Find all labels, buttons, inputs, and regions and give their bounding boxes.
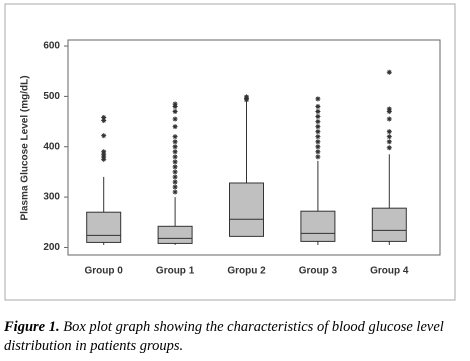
outlier [386,116,392,122]
outlier [172,164,178,170]
x-tick-label: Group 0 [85,266,124,277]
outlier [315,108,321,114]
outlier [101,133,107,139]
box [229,182,264,237]
y-tick-label: 400 [43,141,60,152]
y-axis-label: Plasma Glucose Level (mg/dL) [20,75,31,220]
outlier [315,96,321,102]
box [300,210,336,242]
outlier [315,129,321,135]
y-tick-label: 300 [43,192,60,203]
outlier [315,103,321,109]
box [157,225,193,244]
caption-text: Box plot graph showing the characteristi… [4,319,444,354]
outlier [315,119,321,125]
outlier [386,134,392,140]
outlier [386,106,392,112]
y-tick-label: 500 [43,91,60,102]
outlier [101,151,107,157]
outlier [315,124,321,130]
x-tick-label: Gropu 2 [227,266,266,277]
outlier [172,154,178,160]
outlier [172,179,178,185]
x-tick-label: Group 4 [370,266,409,277]
caption-label: Figure 1. [4,319,60,335]
outlier [101,149,107,155]
outlier [172,169,178,175]
outlier [172,159,178,165]
outlier [315,114,321,120]
outlier [172,139,178,145]
outlier [172,124,178,130]
box [371,207,407,242]
y-tick-label: 600 [43,41,60,52]
outlier [101,115,107,121]
outlier [172,174,178,180]
outlier [172,101,178,107]
outlier [315,144,321,150]
outlier [386,108,392,114]
outlier [172,134,178,140]
outlier [101,118,107,124]
outlier [386,129,392,135]
outlier [172,189,178,195]
chart: Plasma Glucose Level (mg/dL) 200 300 400 50… [4,3,456,301]
caption: Figure 1. Box plot graph showing the cha… [4,318,469,356]
outlier [386,69,392,75]
outlier [101,156,107,162]
y-tick-label: 200 [43,242,60,253]
x-tick-label: Group 1 [156,266,195,277]
outlier [172,144,178,150]
outlier [172,108,178,114]
outlier [244,94,249,100]
box [86,211,122,243]
outlier [386,145,392,151]
outlier [315,154,321,160]
outlier [315,149,321,155]
outlier [172,149,178,155]
outlier [386,139,392,145]
outlier [315,139,321,145]
outlier [172,184,178,190]
outlier [315,134,321,140]
outlier [172,116,178,122]
x-tick-label: Group 3 [299,266,338,277]
outlier [172,103,178,109]
outlier [101,154,107,160]
